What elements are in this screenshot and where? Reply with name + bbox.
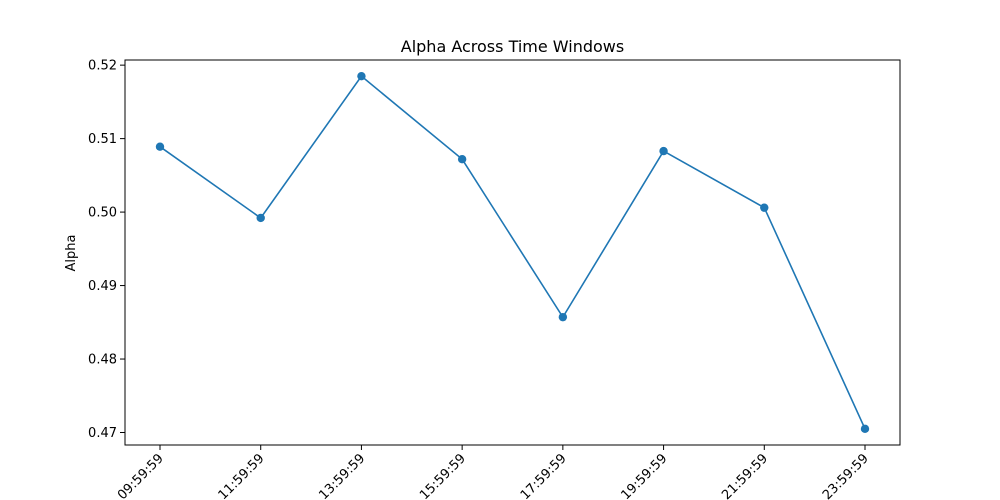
- y-tick-label: 0.50: [88, 206, 117, 221]
- data-point: [860, 424, 870, 434]
- y-tick-label: 0.51: [88, 132, 117, 147]
- data-point: [155, 142, 165, 151]
- y-tick-label: 0.47: [88, 426, 117, 441]
- data-point: [760, 203, 769, 212]
- data-point: [256, 213, 265, 223]
- y-axis-label: Alpha: [64, 235, 79, 272]
- chart-title: Alpha Across Time Windows: [401, 37, 624, 56]
- y-tick-label: 0.49: [88, 279, 117, 294]
- y-tick-label: 0.52: [88, 59, 117, 74]
- data-point: [457, 154, 467, 164]
- data-point: [357, 71, 366, 81]
- y-tick-label: 0.48: [88, 353, 117, 368]
- data-point: [558, 312, 568, 322]
- series-line: [159, 75, 866, 430]
- data-point: [659, 146, 668, 156]
- axes-frame: [124, 59, 901, 446]
